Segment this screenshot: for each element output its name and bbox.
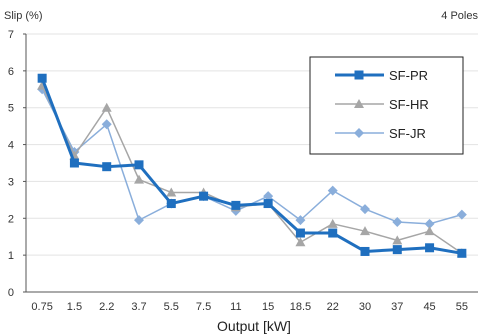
y-tick-label: 6 — [8, 66, 14, 78]
marker-diamond — [263, 191, 274, 202]
legend-label-sf-jr: SF-JR — [389, 126, 426, 141]
series-layer — [37, 73, 467, 258]
marker-square — [69, 158, 79, 168]
x-tick-label: 0.75 — [31, 301, 52, 313]
y-tick-label: 0 — [8, 287, 14, 299]
x-tick-label: 2.2 — [99, 301, 114, 313]
y-axis-label: Slip (%) — [4, 10, 43, 22]
y-tick-label: 1 — [8, 250, 14, 262]
series-line-sf-pr — [40, 77, 463, 255]
x-tick-label: 15 — [262, 301, 274, 313]
grid-lines — [26, 33, 478, 256]
x-tick-labels: 0.75 1.5 2.2 3.7 5.5 7.5 11 15 18.5 22 30 37 45 55 — [31, 301, 468, 313]
marker-diamond — [134, 215, 144, 226]
marker-diamond — [354, 128, 364, 138]
marker-triangle — [134, 174, 144, 184]
x-tick-label: 7.5 — [196, 301, 211, 313]
marker-square — [231, 200, 241, 210]
y-tick-labels: 0 1 2 3 4 5 6 7 — [8, 29, 26, 299]
y-tick-label: 5 — [8, 103, 14, 115]
marker-triangle — [166, 187, 177, 197]
x-tick-label: 11 — [230, 301, 241, 313]
x-tick-label: 55 — [456, 301, 468, 313]
axes — [25, 34, 478, 293]
marker-diamond — [424, 218, 435, 229]
x-tick-label: 45 — [423, 301, 435, 313]
marker-square — [328, 228, 338, 238]
x-tick-label: 30 — [359, 301, 371, 313]
x-tick-label: 18.5 — [290, 301, 311, 313]
marker-triangle — [424, 226, 435, 236]
marker-square — [37, 73, 47, 83]
legend: SF-PR SF-HR SF-JR — [309, 56, 464, 155]
marker-square — [360, 246, 370, 256]
x-tick-label: 5.5 — [164, 301, 179, 313]
marker-diamond — [392, 216, 403, 227]
marker-square — [134, 160, 144, 170]
marker-square — [295, 228, 305, 238]
legend-items: SF-PR SF-HR SF-JR — [335, 68, 429, 141]
marker-square — [263, 199, 273, 209]
marker-square — [354, 70, 364, 80]
y-tick-label: 3 — [8, 176, 14, 188]
y-tick-label: 2 — [8, 213, 14, 225]
marker-diamond — [456, 209, 467, 220]
marker-triangle — [392, 235, 403, 245]
marker-square — [425, 243, 435, 253]
marker-diamond — [360, 204, 370, 215]
marker-diamond — [327, 185, 338, 196]
marker-diamond — [101, 119, 112, 130]
marker-triangle — [101, 102, 112, 112]
marker-square — [102, 162, 112, 172]
legend-label-sf-pr: SF-PR — [389, 68, 428, 83]
x-tick-label: 1.5 — [67, 301, 82, 313]
y-tick-label: 4 — [8, 140, 14, 152]
x-tick-label: 37 — [391, 301, 403, 313]
legend-label-sf-hr: SF-HR — [389, 97, 429, 112]
x-axis-label: Output [kW] — [217, 318, 291, 334]
series-sf-pr — [37, 73, 467, 258]
marker-triangle — [295, 237, 306, 247]
marker-diamond — [295, 215, 306, 226]
y-tick-label: 7 — [8, 29, 14, 41]
marker-square — [166, 199, 176, 209]
marker-triangle — [360, 226, 370, 236]
corner-note: 4 Poles — [441, 10, 478, 22]
x-tick-label: 3.7 — [131, 301, 146, 313]
x-tick-label: 22 — [327, 301, 339, 313]
marker-triangle — [354, 99, 364, 108]
marker-square — [392, 245, 402, 255]
marker-square — [199, 191, 209, 201]
legend-box — [309, 56, 464, 155]
marker-triangle — [327, 218, 338, 228]
marker-square — [457, 248, 467, 258]
